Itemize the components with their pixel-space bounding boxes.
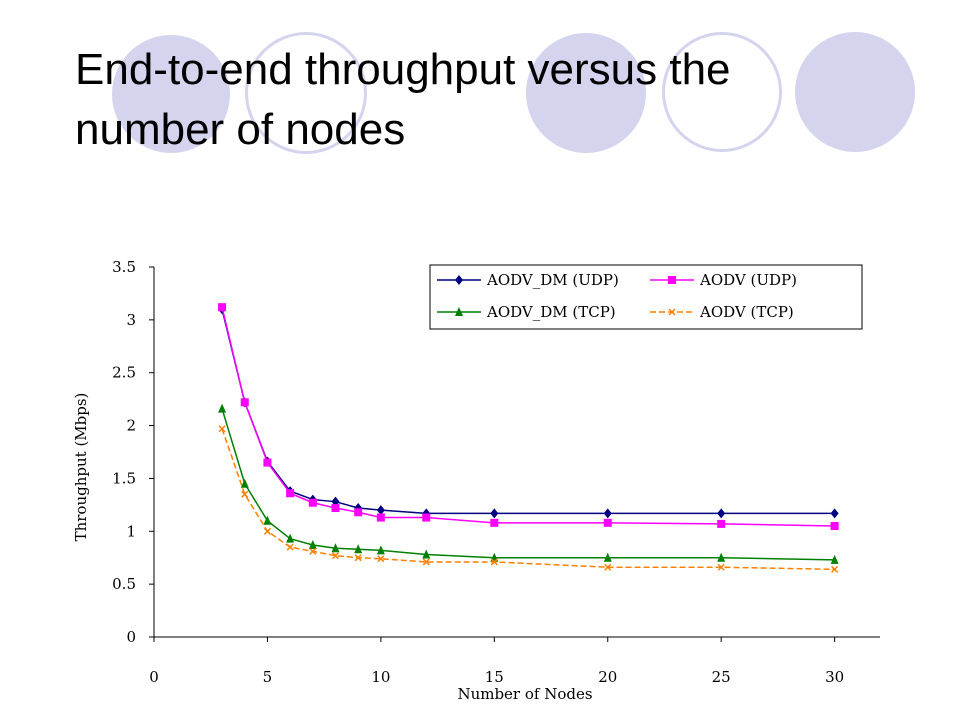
data-point	[308, 540, 317, 550]
data-point	[831, 565, 839, 573]
legend-box	[429, 264, 863, 330]
data-point	[830, 508, 839, 519]
data-point	[354, 508, 363, 517]
data-point	[717, 563, 725, 571]
x-tick-label: 5	[263, 668, 273, 686]
data-point	[331, 504, 340, 513]
data-point	[286, 533, 295, 543]
chart-axes	[153, 267, 880, 638]
series-aodv-dm-udp	[218, 304, 839, 519]
data-point	[603, 552, 612, 562]
decorative-circle	[795, 32, 915, 152]
legend-label: AODV_DM (TCP)	[486, 303, 616, 321]
data-point	[603, 508, 612, 519]
data-point	[376, 545, 385, 555]
series-aodv-udp	[218, 303, 839, 530]
decorative-ring	[662, 32, 782, 152]
data-point	[603, 518, 612, 527]
data-point	[376, 505, 385, 516]
data-point	[286, 543, 294, 551]
x-tick-label: 30	[825, 668, 844, 686]
legend-label: AODV_DM (UDP)	[486, 271, 619, 289]
data-point	[309, 547, 317, 555]
data-point	[830, 554, 839, 564]
x-tick-label: 15	[485, 668, 504, 686]
decorative-ring	[245, 32, 367, 154]
chart-legend: AODV_DM (UDP) AODV (UDP) AODV_DM (TCP) AODV…	[429, 264, 863, 330]
data-point	[422, 549, 431, 559]
y-tick-label: 1	[126, 522, 136, 540]
data-point	[218, 303, 227, 312]
x-tick-label: 25	[712, 668, 731, 686]
slide-title: End-to-end throughput versus the number …	[75, 40, 731, 160]
y-tick-label: 3	[126, 311, 136, 329]
data-point	[604, 563, 612, 571]
y-tick-label: 2	[126, 417, 136, 435]
data-point	[308, 498, 317, 507]
data-point	[218, 425, 226, 433]
data-point	[241, 490, 249, 498]
series-line	[221, 408, 835, 561]
x-tick-label: 20	[598, 668, 617, 686]
data-point	[331, 552, 340, 560]
data-point	[218, 403, 227, 413]
y-tick-label: 1.5	[112, 469, 136, 487]
throughput-line-chart: 0 0.5 1 1.5 2 2.5 3 3.5 0 5 10 15 20 25 30 AODV_DM (U…	[72, 258, 880, 703]
decorative-circle	[112, 35, 230, 153]
data-point	[263, 458, 272, 467]
legend-label: AODV (TCP)	[699, 303, 794, 321]
decorative-circle	[526, 33, 646, 153]
data-point	[263, 527, 271, 535]
y-tick-label: 3.5	[112, 258, 136, 276]
legend-marker	[455, 307, 463, 316]
data-point	[377, 555, 385, 563]
data-point	[717, 519, 726, 528]
y-tick-label: 0	[126, 628, 136, 646]
data-point	[490, 508, 499, 519]
data-point	[331, 543, 340, 553]
data-point	[240, 398, 249, 407]
data-point	[240, 478, 249, 488]
data-point	[354, 554, 362, 562]
series-line	[221, 309, 835, 515]
data-point	[376, 513, 385, 522]
series-line	[221, 306, 835, 527]
data-point	[354, 544, 363, 554]
data-point	[286, 489, 295, 498]
data-point	[422, 508, 431, 519]
legend-label: AODV (UDP)	[699, 271, 797, 289]
y-tick-label: 0.5	[112, 575, 136, 593]
data-point	[490, 518, 499, 527]
y-tick-label: 2.5	[112, 364, 136, 382]
legend-marker	[668, 308, 676, 316]
x-axis-ticks: 0 5 10 15 20 25 30	[149, 637, 844, 686]
series-aodv-tcp	[218, 425, 839, 573]
legend-marker	[455, 275, 463, 285]
x-axis-title: Number of Nodes	[457, 685, 592, 703]
y-axis-ticks: 0 0.5 1 1.5 2 2.5 3 3.5	[112, 258, 154, 646]
data-point	[717, 552, 726, 562]
data-point	[717, 508, 726, 519]
slide-title-line-1: End-to-end throughput versus the	[75, 45, 731, 94]
x-tick-label: 0	[149, 668, 159, 686]
data-point	[263, 515, 272, 525]
data-point	[422, 513, 431, 522]
x-tick-label: 10	[371, 668, 390, 686]
series-aodv-dm-tcp	[218, 403, 839, 564]
data-point	[422, 558, 430, 566]
y-axis-title: Throughput (Mbps)	[72, 393, 90, 542]
slide-title-line-2: number of nodes	[75, 105, 406, 154]
data-point	[830, 522, 839, 530]
data-point	[490, 558, 498, 566]
legend-marker	[668, 276, 676, 284]
chart-series	[218, 303, 839, 573]
